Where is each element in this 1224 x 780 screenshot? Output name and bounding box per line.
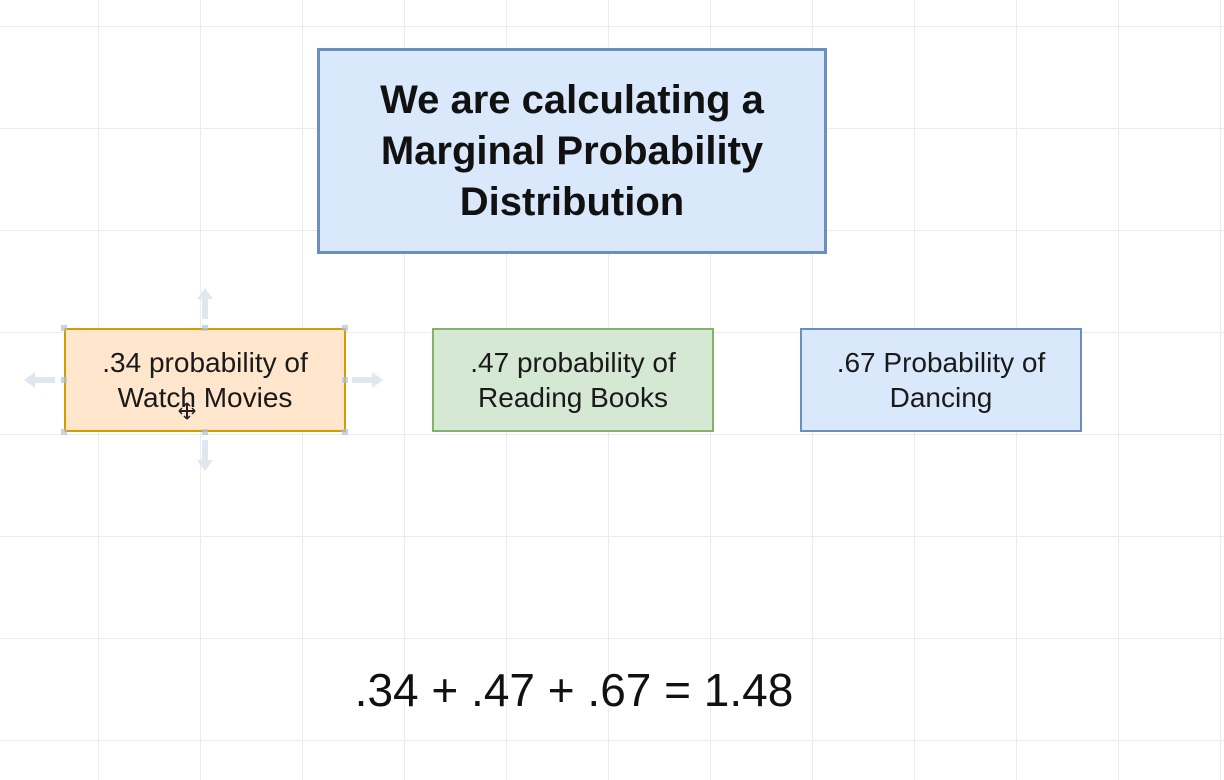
node-label-line-2: Watch Movies (117, 382, 293, 413)
node-label-line-2: Reading Books (478, 382, 668, 413)
node-label-line-1: .47 probability of (470, 347, 676, 378)
title-text: We are calculating a Marginal Probabilit… (352, 75, 792, 228)
title-box[interactable]: We are calculating a Marginal Probabilit… (317, 48, 827, 254)
node-label: .67 Probability of Dancing (816, 345, 1066, 415)
resize-handle-bottom-right[interactable] (342, 429, 348, 435)
resize-handle-bottom[interactable] (202, 429, 208, 435)
resize-handle-top[interactable] (202, 325, 208, 331)
resize-handle-bottom-left[interactable] (61, 429, 67, 435)
title-line-2: Marginal Probability (380, 128, 764, 173)
title-line-1: We are calculating a (380, 77, 764, 122)
node-label: .47 probability of Reading Books (448, 345, 698, 415)
connect-arrow-down-icon[interactable] (196, 440, 214, 472)
connect-arrow-left-icon[interactable] (24, 371, 56, 389)
connect-arrow-right-icon[interactable] (352, 371, 384, 389)
connect-arrow-up-icon[interactable] (196, 288, 214, 320)
resize-handle-right[interactable] (342, 377, 348, 383)
move-cursor-icon (178, 402, 196, 420)
node-dancing[interactable]: .67 Probability of Dancing (800, 328, 1082, 432)
node-reading-books[interactable]: .47 probability of Reading Books (432, 328, 714, 432)
node-label: .34 probability of Watch Movies (80, 345, 330, 415)
resize-handle-top-left[interactable] (61, 325, 67, 331)
node-label-line-2: Dancing (889, 382, 993, 413)
title-line-3: Distribution (459, 179, 685, 224)
sum-equation[interactable]: .34 + .47 + .67 = 1.48 (354, 664, 794, 716)
node-label-line-1: .34 probability of (102, 347, 308, 378)
resize-handle-top-right[interactable] (342, 325, 348, 331)
node-watch-movies[interactable]: .34 probability of Watch Movies (64, 328, 346, 432)
node-label-line-1: .67 Probability of (836, 347, 1046, 378)
resize-handle-left[interactable] (61, 377, 67, 383)
